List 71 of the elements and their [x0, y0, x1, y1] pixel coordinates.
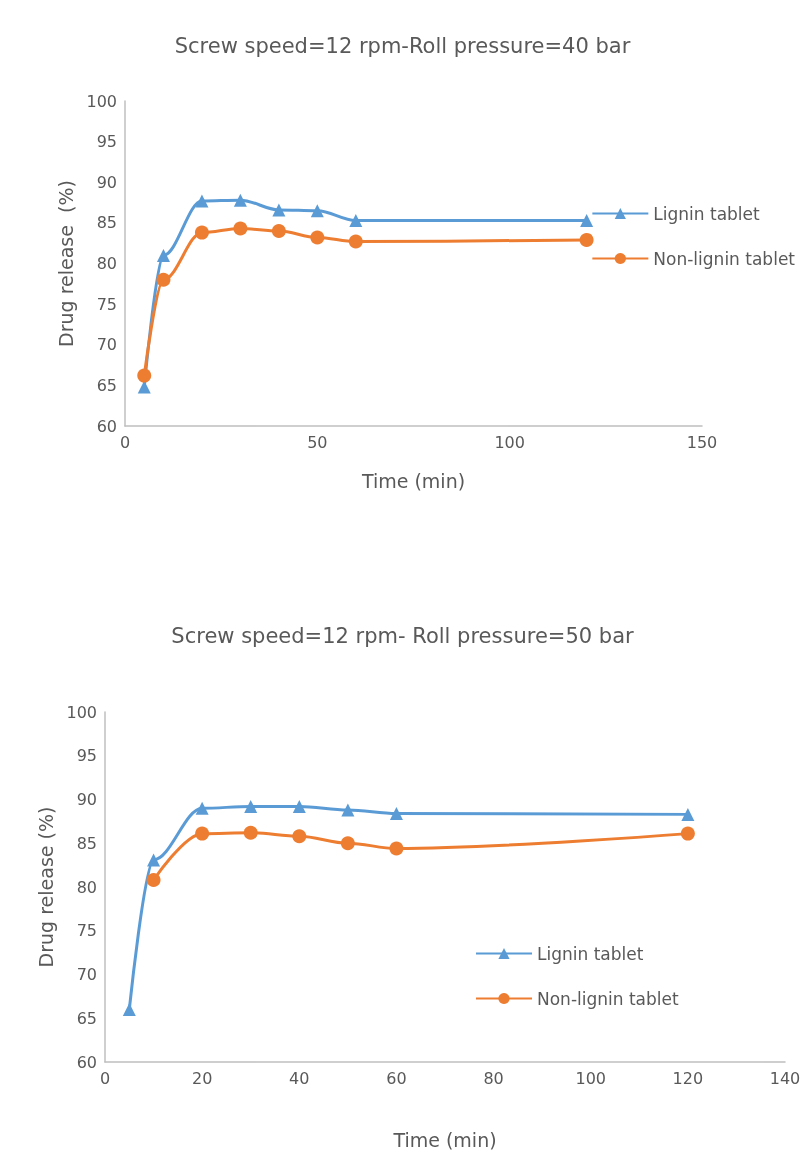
y-tick-label: 90 — [96, 172, 117, 192]
x-tick-label: 0 — [119, 432, 131, 452]
point — [194, 225, 209, 240]
x-tick-label: 40 — [289, 1068, 310, 1088]
y-tick-label: 100 — [66, 702, 97, 722]
x-tick-label: 120 — [672, 1068, 704, 1088]
point — [195, 194, 209, 208]
x-tick-label: 50 — [307, 432, 328, 452]
x-tick-label: 100 — [575, 1068, 606, 1088]
x-axis-title: Time (min) — [360, 469, 466, 492]
y-tick-label: 90 — [76, 790, 97, 809]
point — [272, 203, 286, 217]
legend-label: Lignin tablet — [653, 203, 761, 224]
y-tick-label: 75 — [76, 921, 97, 941]
x-tick-label: 150 — [686, 432, 718, 452]
point — [680, 826, 695, 841]
y-tick-label: 60 — [76, 1052, 97, 1072]
y-tick-label: 95 — [76, 746, 97, 766]
point — [137, 380, 151, 394]
chart-title: Screw speed=12 rpm- Roll pressure=50 bar — [171, 623, 635, 648]
y-tick-label: 65 — [76, 1008, 97, 1028]
y-tick-label: 65 — [96, 375, 117, 395]
point — [292, 829, 307, 844]
y-tick-label: 60 — [96, 416, 117, 436]
point — [233, 221, 248, 236]
point — [137, 368, 152, 383]
legend-label: Non-lignin tablet — [537, 988, 679, 1009]
y-tick-label: 70 — [76, 965, 97, 984]
x-axis-title: Time (min) — [392, 1128, 497, 1151]
x-tick-label: 140 — [769, 1068, 801, 1088]
y-tick-label: 85 — [76, 833, 97, 853]
y-tick-label: 95 — [96, 132, 117, 152]
y-tick-label: 75 — [96, 294, 117, 314]
y-tick-label: 80 — [96, 254, 117, 273]
y-axis-title: Drug release (%) — [34, 806, 57, 968]
point — [195, 826, 210, 841]
point — [310, 230, 325, 245]
point — [271, 224, 286, 238]
point — [147, 853, 161, 867]
legend-label: Non-lignin tablet — [653, 248, 796, 269]
point — [389, 807, 403, 820]
x-tick-label: 20 — [191, 1068, 213, 1088]
x-tick-label: 60 — [386, 1068, 407, 1088]
point — [243, 825, 258, 840]
point — [233, 193, 247, 207]
point — [146, 873, 161, 887]
point — [389, 841, 404, 856]
y-tick-label: 85 — [96, 213, 117, 233]
chart-title: Screw speed=12 rpm-Roll pressure=40 bar — [174, 33, 631, 58]
x-tick-label: 100 — [494, 432, 525, 452]
y-tick-label: 80 — [76, 877, 97, 897]
y-axis-title: Drug release (%) — [54, 180, 77, 347]
point — [244, 800, 258, 813]
point — [340, 836, 355, 851]
point — [341, 803, 355, 817]
point — [580, 213, 594, 227]
x-tick-label: 80 — [483, 1068, 504, 1088]
y-tick-label: 70 — [96, 335, 117, 355]
point — [122, 1003, 136, 1016]
point — [310, 204, 324, 218]
point — [156, 272, 171, 287]
point — [681, 807, 695, 821]
x-tick-label: 0 — [99, 1068, 111, 1088]
point — [349, 213, 363, 227]
point — [579, 232, 594, 247]
point — [195, 801, 209, 815]
point — [156, 248, 170, 262]
point — [292, 800, 306, 813]
legend-label: Lignin tablet — [537, 943, 644, 964]
point — [348, 234, 363, 249]
y-tick-label: 100 — [86, 91, 117, 111]
